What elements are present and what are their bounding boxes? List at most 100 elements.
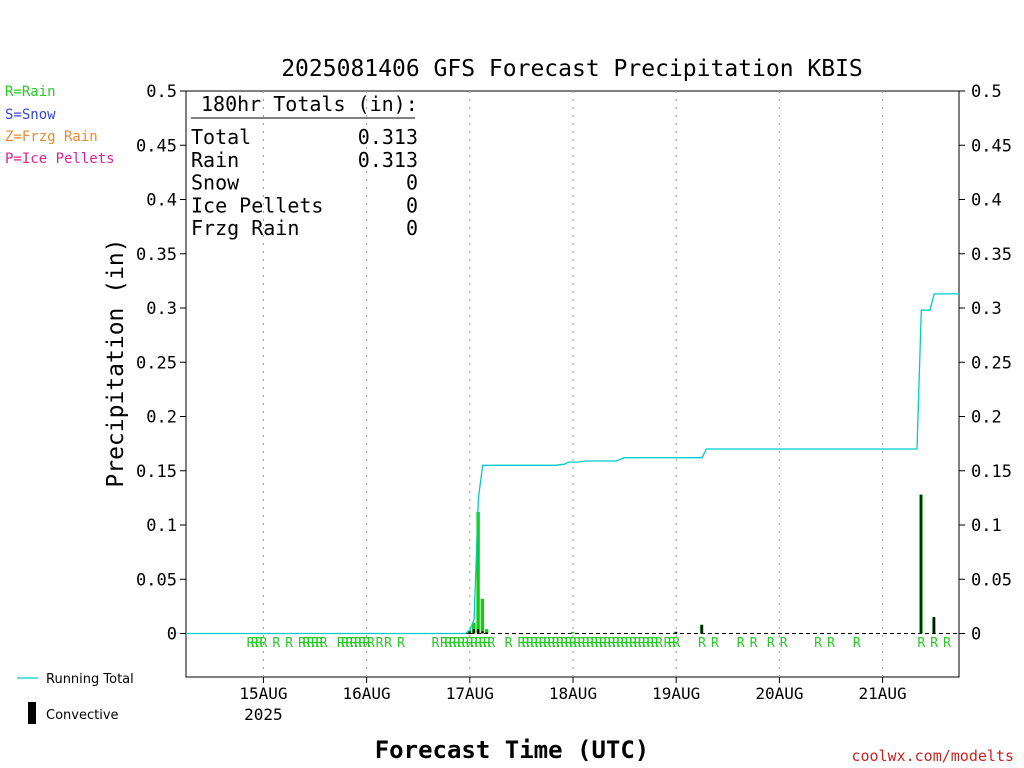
precip-type-marker: R [311,636,319,651]
running-total-legend-label: Running Total [46,672,134,687]
precip-type-marker: R [337,636,345,651]
precip-type-marker: R [462,636,470,651]
series-legend: Running Total Convective [17,672,134,724]
precip-type-marker: R [358,636,366,651]
precip-type-marker: R [457,636,465,651]
precip-type-marker: R [505,636,513,651]
precip-bar [476,511,480,634]
precip-type-marker: R [444,636,452,651]
precip-type-marker: R [535,636,543,651]
convective-bar [932,617,935,634]
precip-type-marker: R [638,636,646,651]
precip-type-marker: R [668,636,676,651]
precip-type-marker: R [543,636,551,651]
convective-legend-label: Convective [46,708,119,723]
precip-type-legend: R=Rain S=Snow Z=Frzg Rain P=Ice Pellets [5,84,115,167]
totals-row-value: 0 [406,193,418,217]
precip-type-marker: R [711,636,719,651]
precip-type-marker: R [672,636,680,651]
convective-bar [700,624,703,634]
x-tick-label: 16AUG [343,684,391,703]
precip-type-marker: R [646,636,654,651]
precip-type-marker: R [272,636,280,651]
totals-row-value: 0.313 [358,125,418,149]
y-tick-label-left: 0.5 [146,82,177,102]
convective-bar [468,631,471,634]
y-tick-label-left: 0.45 [136,136,177,156]
convective-bar [919,494,923,634]
x-axis-label: Forecast Time (UTC) [375,736,650,764]
totals-row-value: 0 [406,171,418,195]
precip-type-marker: R [917,636,925,651]
y-tick-label-left: 0.35 [136,245,177,265]
totals-row-label: Snow [191,171,240,195]
precip-type-marker: R [827,636,835,651]
precip-type-marker: R [526,636,534,651]
precip-type-marker: R [367,636,375,651]
x-tick-label: 18AUG [549,684,597,703]
precip-type-marker: R [363,636,371,651]
x-axis: 15AUG 2025 16AUG 17AUG 18AUG 19AUG 20AUG 21AUG [239,677,907,724]
totals-row-label: Total [191,125,251,149]
y-tick-label-right: 0.15 [971,462,1012,482]
precip-type-marker: R [530,636,538,651]
y-axis-left: 0.5 0.45 0.4 0.35 0.3 0.25 0.2 0.15 0.1 0.05 0 [136,82,186,645]
x-tick-label: 15AUG [239,684,287,703]
convective-bar [674,631,677,634]
y-tick-label-right: 0.5 [971,82,1002,102]
precip-type-marker: R [698,636,706,651]
y-tick-label-left: 0.25 [136,353,177,373]
precip-bar [571,631,575,634]
totals-row-label: Rain [191,148,239,172]
precip-type-marker: R [629,636,637,651]
convective-bar [485,632,488,634]
precip-type-marker: R [247,636,255,651]
precip-bar [472,622,476,634]
y-tick-label-right: 0.2 [971,408,1002,428]
y-tick-label-left: 0.1 [146,516,177,536]
precip-type-marker: R [466,636,474,651]
precip-type-marker: R [376,636,384,651]
precip-type-marker: R [440,636,448,651]
precip-type-marker: R [483,636,491,651]
y-tick-label-right: 0.1 [971,516,1002,536]
precip-type-marker: R [487,636,495,651]
precip-type-marker: R [586,636,594,651]
precip-type-marker: R [616,636,624,651]
y-tick-label-right: 0.4 [971,191,1002,211]
precip-type-marker: R [302,636,310,651]
y-tick-label-left: 0.15 [136,462,177,482]
precip-type-marker: R [642,636,650,651]
y-tick-label-left: 0.05 [136,570,177,590]
x-tick-label: 19AUG [652,684,700,703]
y-tick-label-right: 0.45 [971,136,1012,156]
x-tick-label: 21AUG [859,684,907,703]
precip-type-marker: R [320,636,328,651]
precip-type-marker: R [397,636,405,651]
precip-type-marker: R [565,636,573,651]
precip-type-marker: R [251,636,259,651]
precip-bar [480,598,485,634]
y-axis-label: Precipitation (in) [103,238,129,487]
legend-rain: R=Rain [5,84,56,100]
precip-type-marker: R [556,636,564,651]
precip-type-marker: R [651,636,659,651]
precip-type-marker: R [453,636,461,651]
y-tick-label-right: 0.35 [971,245,1012,265]
precip-type-marker: R [621,636,629,651]
chart-title: 2025081406 GFS Forecast Precipitation KB… [281,56,863,82]
totals-row-value: 0.313 [358,148,418,172]
precip-type-marker: R [853,636,861,651]
precip-type-marker: R [634,636,642,651]
y-tick-label-right: 0.05 [971,570,1012,590]
convective-legend-swatch [28,702,36,724]
precip-type-marker: R [354,636,362,651]
legend-snow: S=Snow [5,107,56,123]
y-tick-label-left: 0.4 [146,191,177,211]
precip-type-marker: R [345,636,353,651]
precip-type-marker: R [578,636,586,651]
running-total-line [186,293,960,635]
y-tick-label-right: 0.25 [971,353,1012,373]
precip-type-marker: R [943,636,951,651]
